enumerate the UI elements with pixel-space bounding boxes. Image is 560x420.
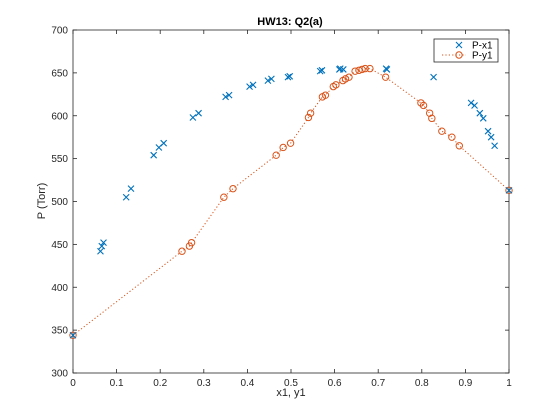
x-tick-label: 0.9 <box>458 378 472 389</box>
p-x1-point <box>505 186 513 194</box>
p-x1-point <box>316 67 324 75</box>
p-x1-point <box>189 114 197 121</box>
p-y1-point <box>351 67 359 75</box>
p-x1-point <box>225 91 233 99</box>
p-y1-point <box>381 73 390 81</box>
legend: P-x1P-y1 <box>433 38 499 63</box>
p-x1-point <box>491 142 499 150</box>
axes-box <box>72 29 510 374</box>
p-y1-point <box>366 64 374 73</box>
y-axis-label: P (Torr) <box>36 183 48 219</box>
x-tick-label: 0.4 <box>240 378 254 389</box>
p-y1-point <box>345 73 353 81</box>
p-x1-point <box>122 193 130 201</box>
p-x1-point <box>150 151 158 159</box>
p-x1-point <box>97 247 104 255</box>
y-tick-label: 400 <box>51 283 68 294</box>
p-x1-point <box>284 73 292 81</box>
p-y1-point <box>178 247 186 255</box>
p-y1-point <box>187 238 196 247</box>
p-y1-point <box>272 151 280 159</box>
p-y1-point <box>286 139 295 147</box>
p-y1-point <box>358 65 366 74</box>
p-x1-point <box>339 66 347 73</box>
p-y1-point <box>332 81 340 89</box>
p-x1-point <box>471 102 478 109</box>
p-x1-point <box>195 109 202 117</box>
y-tick-label: 600 <box>51 111 68 122</box>
legend-box <box>433 38 499 63</box>
x-tick-label: 0.1 <box>110 378 124 389</box>
series-layer <box>69 64 513 339</box>
chart-title: HW13: Q2(a) <box>257 16 323 28</box>
p-x1-point <box>264 77 272 84</box>
p-y1-point <box>306 109 315 117</box>
p-y1-point <box>341 75 350 83</box>
x-tick-label: 0.3 <box>197 378 211 389</box>
y-tick-label: 650 <box>51 68 68 79</box>
p-y1-point <box>505 186 513 195</box>
p-x1-point <box>98 242 106 250</box>
p-x1-point <box>100 239 107 247</box>
p-x1-point <box>286 72 294 80</box>
p-y1-point <box>304 113 313 122</box>
p-y1-point <box>69 331 77 339</box>
p-y1-dotted-line <box>72 68 510 336</box>
p-y1-point <box>455 142 463 150</box>
legend-label-p-y1: P-y1 <box>472 51 493 62</box>
x-tick-label: 0.7 <box>371 378 385 389</box>
p-x1-point <box>467 99 475 107</box>
x-tick-label: 0.2 <box>153 378 167 389</box>
p-x1-point <box>246 83 253 90</box>
y-tick-label: 300 <box>51 369 68 380</box>
ticks-layer: 0 0.1 0.2 0.3 0.4 0.5 0.6 0.7 0.8 0.9 1 300 350 400 45… <box>51 26 512 390</box>
x-tick-label: 0.6 <box>328 378 342 389</box>
p-x1-point <box>476 109 484 117</box>
legend-marker-p-x1 <box>455 41 463 49</box>
x-tick-label: 0.8 <box>415 378 429 389</box>
p-y1-point <box>438 127 446 135</box>
p-y1-point <box>419 101 428 110</box>
p-x1-point <box>249 81 257 89</box>
p-x1-point <box>222 93 229 101</box>
p-x1-point <box>479 114 487 122</box>
p-x1-point <box>160 139 168 147</box>
p-x1-point <box>267 75 275 83</box>
p-x1-point <box>127 185 135 193</box>
legend-marker-p-y1 <box>455 51 463 59</box>
p-y1-point <box>448 133 456 141</box>
legend-entries: P-x1P-y1 <box>442 41 493 62</box>
p-y1-point <box>428 114 436 123</box>
p-y1-point <box>279 143 287 152</box>
p-x1-point <box>318 66 326 74</box>
p-x1-point <box>484 127 492 135</box>
legend-label-p-x1: P-x1 <box>472 41 493 52</box>
x-axis-label: x1, y1 <box>276 387 305 399</box>
p-y1-point <box>220 193 228 201</box>
p-x1-point <box>487 133 495 141</box>
x-tick-label: 0.5 <box>284 378 298 389</box>
plot-area: 0 0.1 0.2 0.3 0.4 0.5 0.6 0.7 0.8 0.9 1 300 350 400 45… <box>51 26 513 390</box>
p-x1-point <box>69 331 77 339</box>
p-x1-point <box>430 73 437 81</box>
y-tick-label: 350 <box>51 326 68 337</box>
y-tick-label: 500 <box>51 197 68 208</box>
y-tick-label: 450 <box>51 240 68 251</box>
x-tick-label: 1 <box>506 378 512 389</box>
y-tick-label: 550 <box>51 154 68 165</box>
p-y1-point <box>417 99 425 107</box>
p-y1-point <box>321 91 330 99</box>
x-tick-label: 0 <box>70 378 76 389</box>
p-x1-point <box>383 66 391 73</box>
y-tick-label: 700 <box>51 26 68 37</box>
p-y1-point <box>229 184 237 193</box>
p-y1-point <box>361 64 369 73</box>
